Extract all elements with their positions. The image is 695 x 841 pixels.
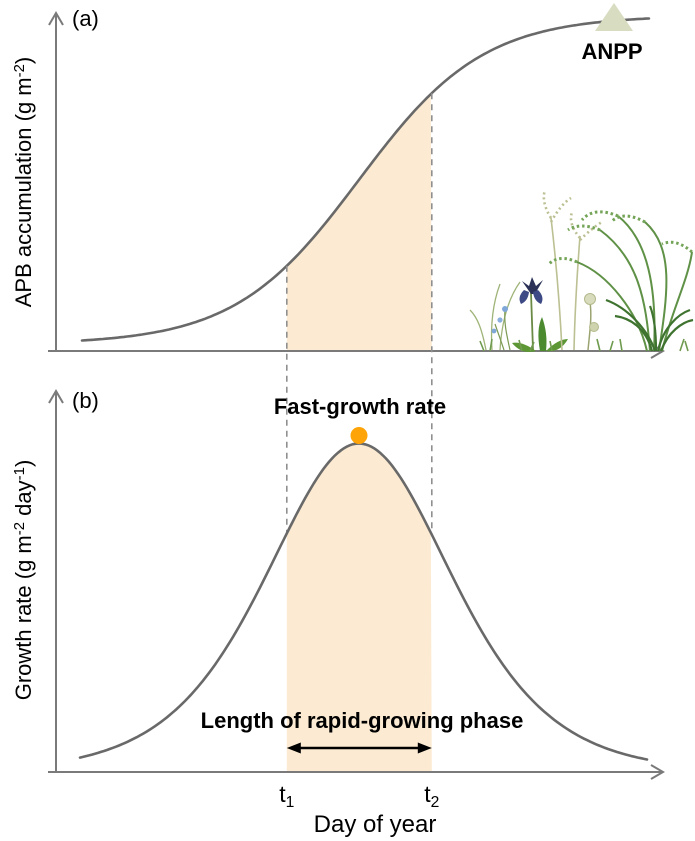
rapid-phase-length-label: Length of rapid-growing phase bbox=[201, 708, 524, 733]
panel-a-y-axis-label: APB accumulation (g m-2) bbox=[11, 57, 36, 308]
x-axis-label: Day of year bbox=[314, 811, 437, 838]
t1-t2-dashed-guides bbox=[285, 93, 433, 535]
panel-b-y-axis-label: Growth rate (g m-2 day-1) bbox=[11, 460, 36, 701]
panel-a-y-arrowhead-icon bbox=[48, 11, 64, 26]
fast-growth-rate-label: Fast-growth rate bbox=[274, 394, 446, 419]
interval-arrowhead-right-icon bbox=[417, 742, 432, 754]
growth-rate-curve bbox=[78, 442, 649, 761]
t2-tick-label: t2 bbox=[424, 781, 439, 811]
pale-seed-grass bbox=[542, 189, 603, 351]
panel-b: Fast-growth rate Length of rapid-growing… bbox=[11, 388, 665, 838]
rapid-phase-shading-a bbox=[286, 94, 432, 351]
interval-arrowhead-left-icon bbox=[286, 742, 301, 754]
rapid-phase-interval-arrow bbox=[286, 742, 432, 754]
anpp-label: ANPP bbox=[581, 39, 642, 64]
panel-b-x-arrowhead-icon bbox=[650, 764, 665, 780]
blue-flowers-icon bbox=[491, 306, 511, 351]
grass-tussock bbox=[605, 298, 694, 352]
iris-flower-icon bbox=[519, 277, 543, 351]
apb-accumulation-curve bbox=[80, 17, 651, 342]
tall-grass bbox=[547, 210, 693, 352]
ground-tufts bbox=[479, 338, 689, 352]
meadow-illustration bbox=[469, 189, 694, 352]
panel-a-label: (a) bbox=[72, 6, 99, 31]
fine-grass-stems bbox=[469, 281, 521, 351]
anpp-triangle-marker bbox=[595, 3, 633, 31]
panel-b-y-arrowhead-icon bbox=[48, 389, 64, 404]
panel-b-label: (b) bbox=[72, 388, 99, 413]
seed-heads-icon bbox=[584, 293, 599, 351]
fast-growth-peak-dot bbox=[350, 427, 368, 444]
panel-b-axes bbox=[48, 389, 665, 780]
rapid-phase-shading-b bbox=[286, 443, 432, 772]
t1-tick-label: t1 bbox=[279, 781, 294, 811]
panel-a: ANPP (a) APB accumulation (g m-2) bbox=[11, 3, 694, 359]
